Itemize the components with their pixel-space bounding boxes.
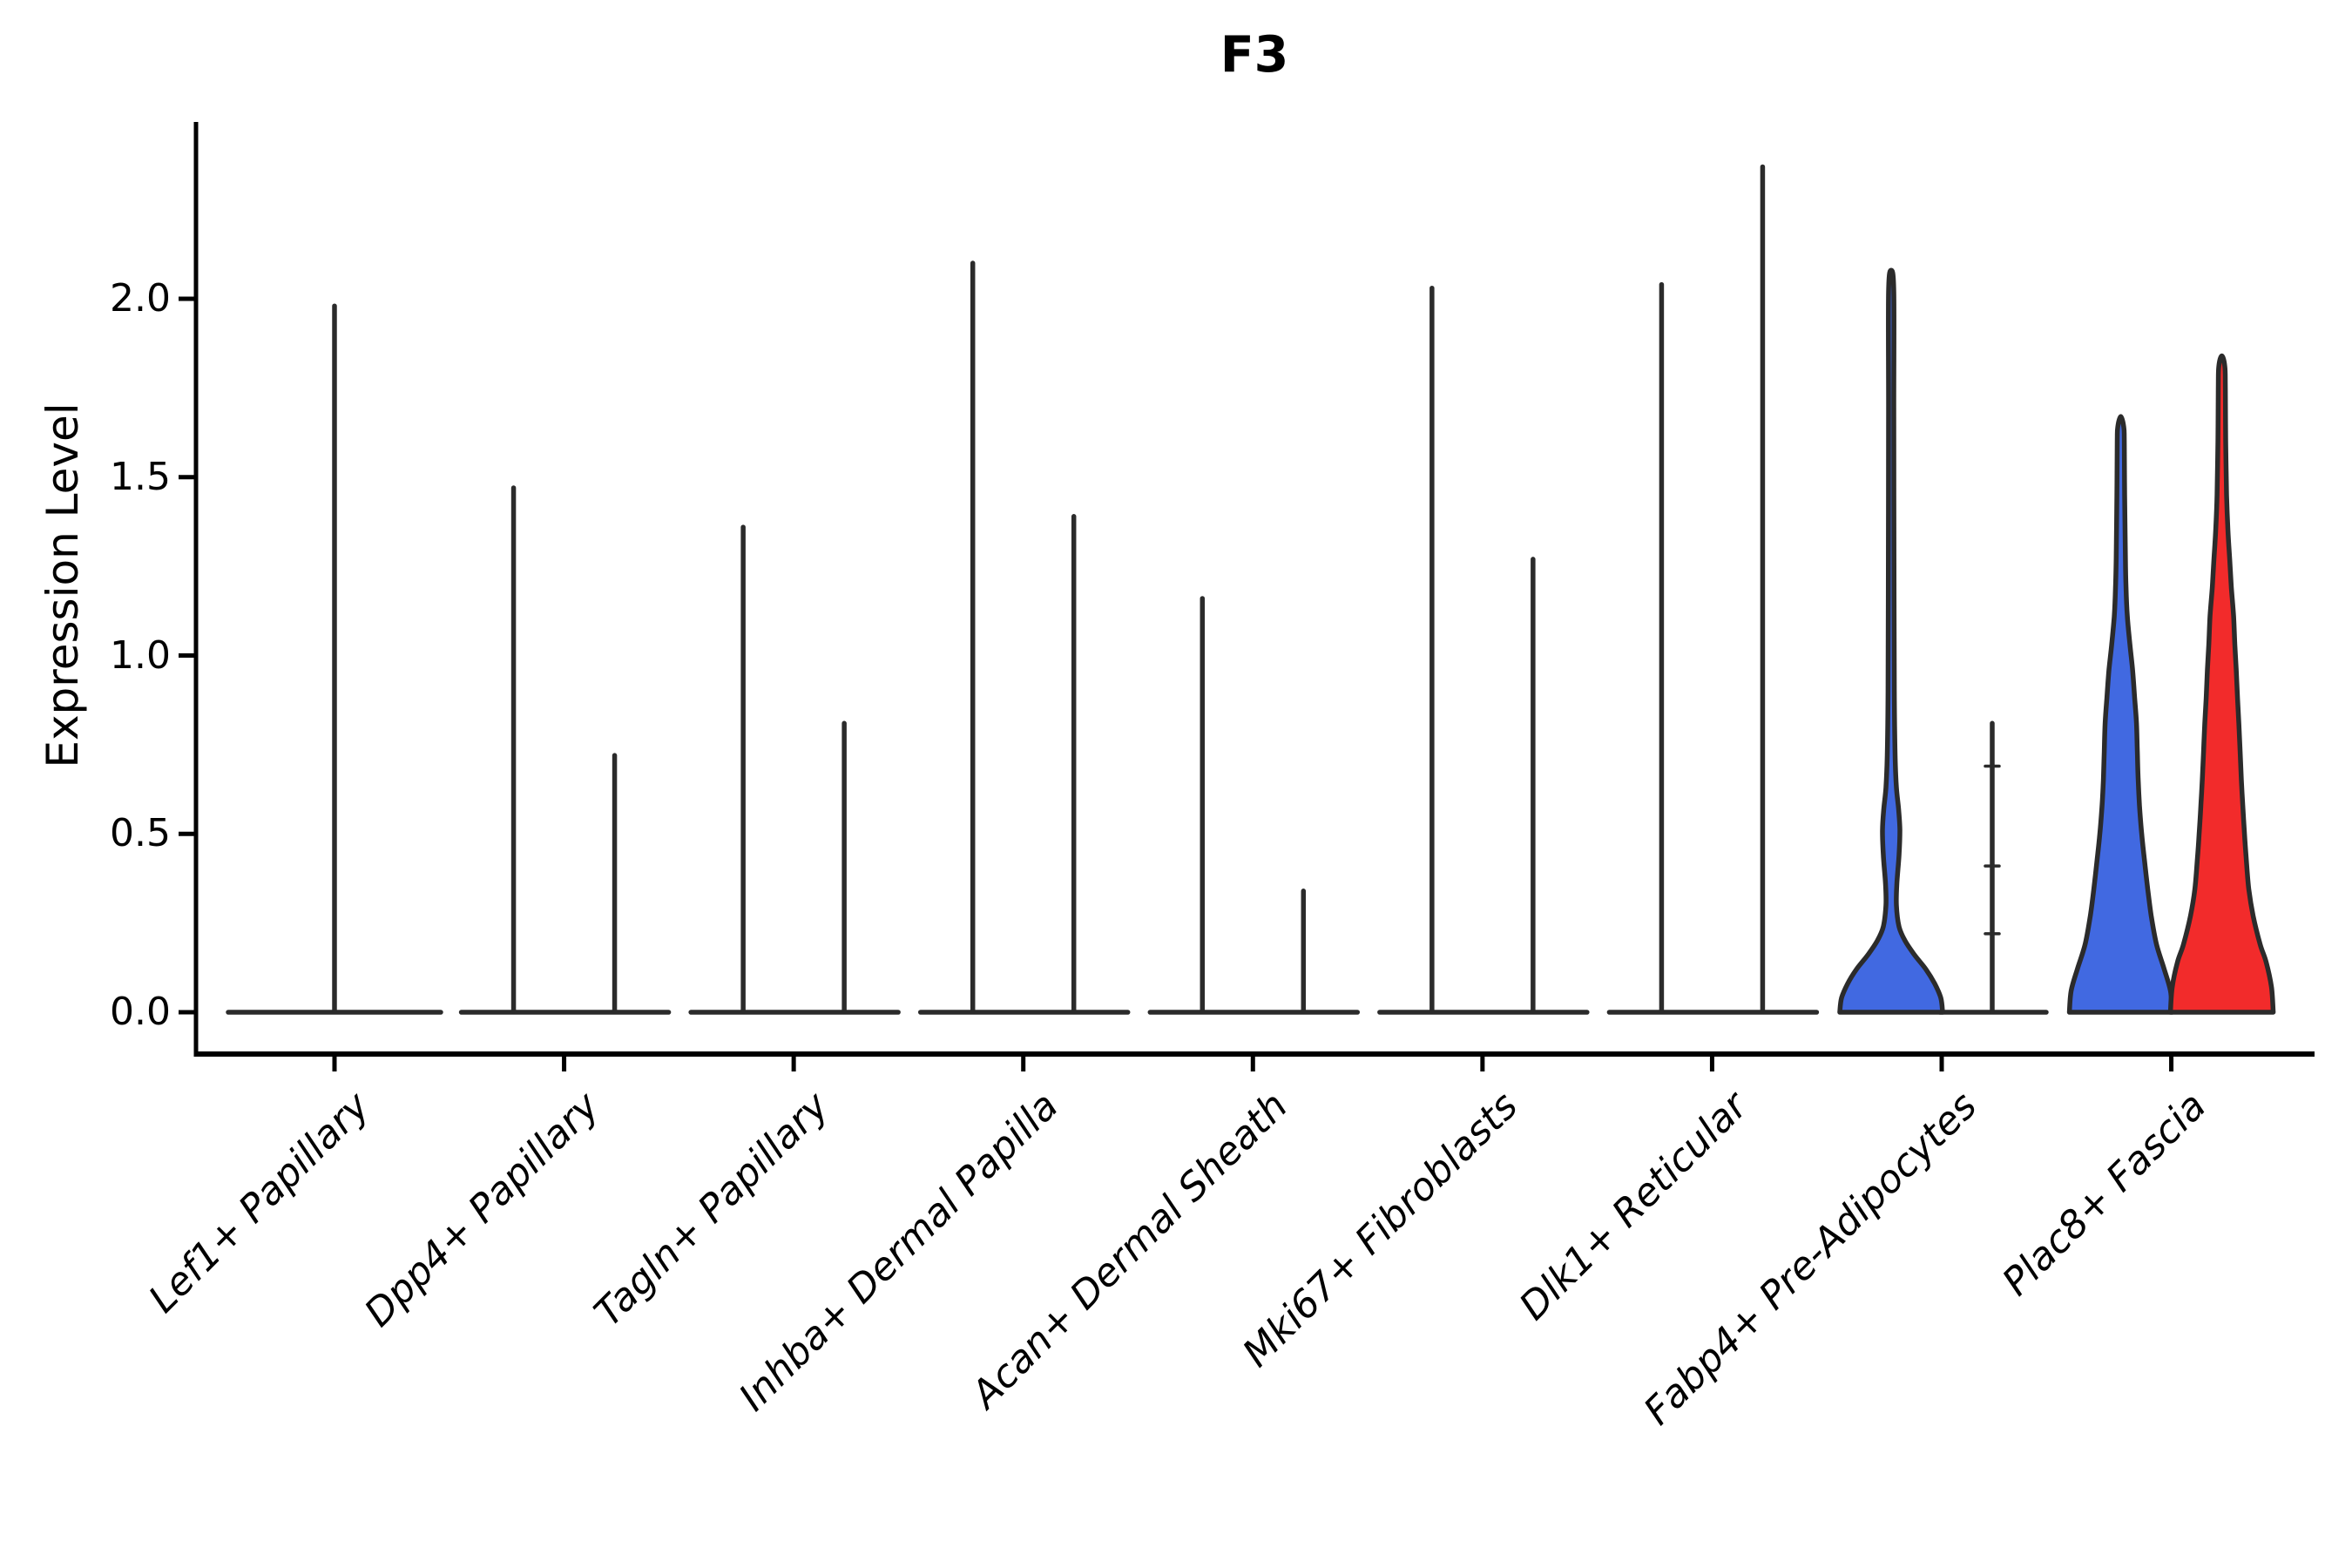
y-tick-label: 1.0: [110, 632, 171, 678]
violin-plac8-fascia-right: [2167, 353, 2276, 1015]
y-tick-label: 0.0: [110, 990, 171, 1034]
y-tick-label: 2.0: [110, 276, 171, 321]
violin-plac8-fascia-left: [2066, 414, 2175, 1015]
chart-title: F3: [1220, 26, 1289, 84]
violin-fabp4-pre-adipocytes-left: [1837, 267, 1945, 1015]
y-tick-label: 1.5: [110, 454, 171, 499]
y-tick-label: 0.5: [110, 811, 171, 856]
